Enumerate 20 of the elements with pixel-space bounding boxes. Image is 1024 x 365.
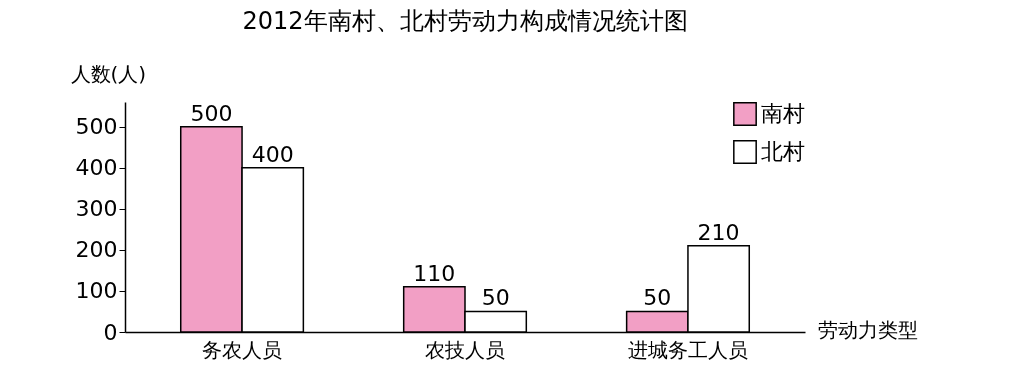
chart-title: 2012年南村、北村劳动力构成情况统计图 xyxy=(242,7,688,35)
y-tick-label: 200 xyxy=(75,237,118,263)
data-label: 50 xyxy=(481,285,510,311)
legend-label: 北村 xyxy=(761,139,805,164)
legend-label: 南村 xyxy=(761,101,805,126)
data-label: 400 xyxy=(251,141,294,167)
data-label: 110 xyxy=(413,260,456,286)
x-tick-label: 务农人员 xyxy=(202,337,283,362)
y-tick-label: 100 xyxy=(75,278,118,304)
x-tick-label: 农技人员 xyxy=(425,337,505,362)
data-label: 50 xyxy=(643,285,672,311)
y-tick-label: 500 xyxy=(75,114,118,140)
y-tick-label: 300 xyxy=(75,196,118,222)
x-tick-label: 进城务工人员 xyxy=(627,337,748,362)
y-tick-label: 400 xyxy=(75,155,118,181)
data-label: 210 xyxy=(697,219,740,245)
y-tick-label: 0 xyxy=(103,319,118,345)
y-axis-title: 人数(人) xyxy=(70,61,147,86)
x-axis-title: 劳动力类型 xyxy=(817,317,918,342)
data-label: 500 xyxy=(190,100,233,126)
